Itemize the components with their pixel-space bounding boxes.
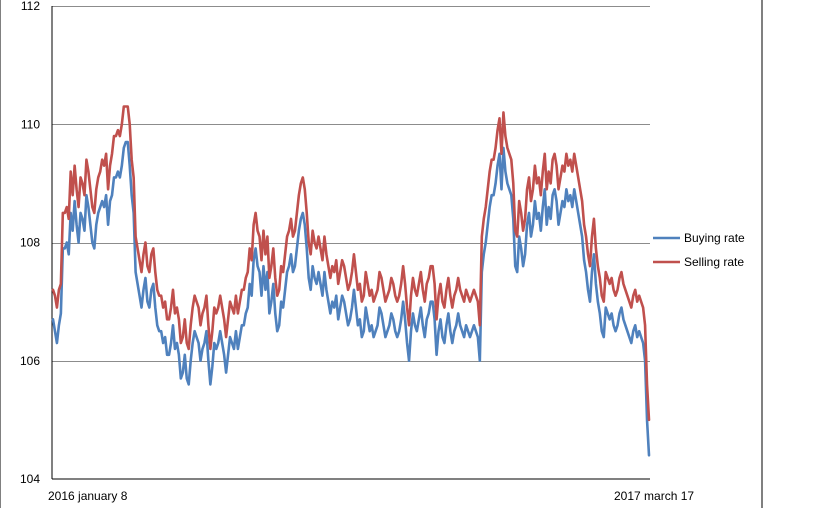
x-tick-labels: 2016 january 8 2017 march 17: [48, 489, 694, 503]
x-tick-label-start: 2016 january 8: [48, 489, 128, 503]
gridlines: [52, 6, 650, 362]
y-tick-label: 108: [20, 236, 40, 250]
y-tick-label: 106: [20, 354, 40, 368]
series-line-buying-rate: [51, 140, 651, 457]
y-tick-label: 104: [20, 472, 40, 486]
series-lines: [51, 105, 651, 457]
y-tick-labels: 104 106 108 110 112: [20, 0, 40, 486]
legend-label-buying-rate: Buying rate: [684, 231, 745, 245]
legend: Buying rate Selling rate: [653, 231, 745, 269]
legend-label-selling-rate: Selling rate: [684, 255, 744, 269]
y-tick-label: 112: [21, 0, 40, 13]
y-tick-label: 110: [21, 117, 40, 131]
x-tick-label-end: 2017 march 17: [614, 489, 694, 503]
series-line-selling-rate: [51, 105, 651, 422]
